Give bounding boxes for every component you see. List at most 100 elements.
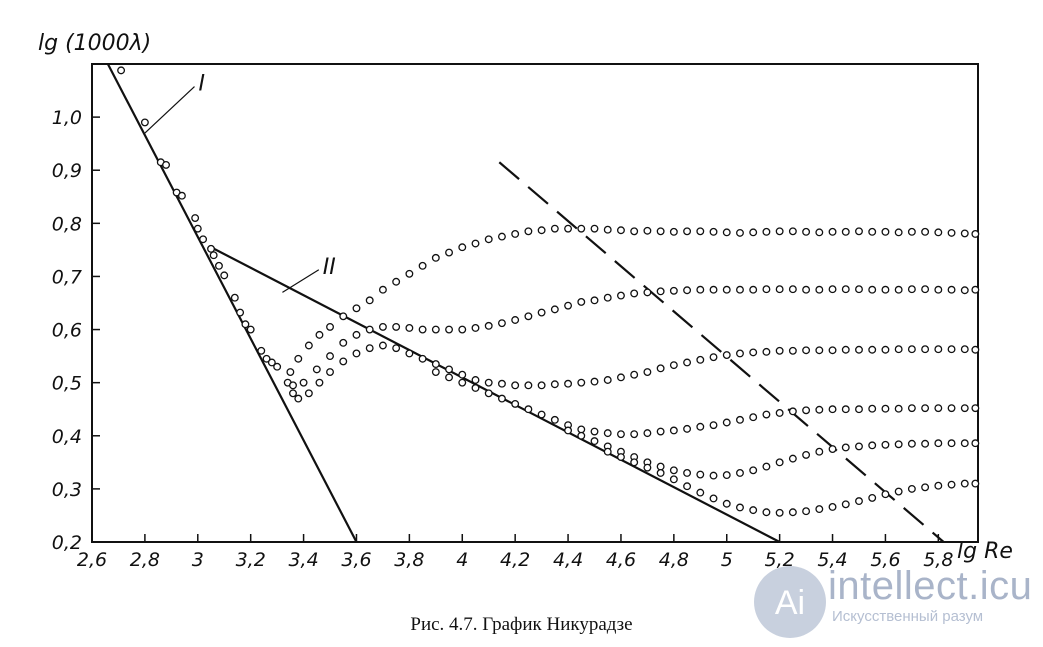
- data-point: [971, 404, 980, 413]
- data-point: [590, 437, 599, 446]
- data-point: [257, 346, 266, 355]
- data-point: [484, 378, 493, 387]
- data-point: [815, 346, 824, 355]
- data-point: [960, 345, 969, 354]
- data-point: [603, 447, 612, 456]
- data-point: [511, 399, 520, 408]
- data-point: [894, 285, 903, 294]
- data-point: [828, 445, 837, 454]
- data-point: [709, 421, 718, 430]
- data-point: [577, 224, 586, 233]
- data-point: [236, 308, 245, 317]
- data-point: [881, 345, 890, 354]
- data-point: [709, 227, 718, 236]
- data-point: [894, 440, 903, 449]
- watermark: Ai intellect.icu Искусственный разум: [752, 562, 1042, 642]
- data-point: [709, 353, 718, 362]
- data-point: [828, 285, 837, 294]
- scatter-series-6: [564, 426, 980, 480]
- leader-line: [282, 269, 320, 293]
- data-point: [246, 325, 255, 334]
- data-point: [683, 286, 692, 295]
- line-i: [106, 63, 358, 543]
- data-point: [392, 322, 401, 331]
- data-point: [828, 227, 837, 236]
- scatter-series-4: [294, 341, 980, 403]
- data-point: [960, 439, 969, 448]
- data-point: [273, 362, 282, 371]
- data-point: [418, 325, 427, 334]
- data-point: [140, 118, 149, 127]
- data-point: [431, 360, 440, 369]
- data-point: [524, 227, 533, 236]
- data-point: [828, 502, 837, 511]
- data-point: [603, 429, 612, 438]
- data-point: [868, 345, 877, 354]
- data-point: [802, 507, 811, 516]
- y-tick-label: 0,4: [52, 426, 82, 448]
- data-point: [696, 470, 705, 479]
- data-point: [267, 358, 276, 367]
- data-point: [907, 404, 916, 413]
- data-point: [669, 475, 678, 484]
- data-point: [577, 425, 586, 434]
- data-point: [617, 373, 625, 382]
- data-point: [696, 285, 705, 294]
- data-point: [960, 286, 969, 295]
- scatter-series-5: [431, 368, 980, 439]
- data-point: [630, 430, 639, 439]
- x-tick-label: 2,8: [130, 549, 160, 571]
- data-point: [294, 394, 303, 403]
- data-point: [352, 330, 361, 339]
- line-ii: [210, 246, 781, 543]
- data-point: [643, 463, 652, 472]
- data-point: [749, 228, 758, 237]
- data-point: [736, 415, 744, 424]
- data-point: [471, 384, 480, 392]
- data-point: [736, 285, 744, 294]
- data-point: [841, 443, 850, 452]
- x-tick-label: 5,8: [923, 549, 953, 571]
- data-point: [947, 285, 956, 294]
- data-point: [643, 368, 652, 376]
- data-point: [564, 379, 573, 388]
- data-point: [749, 413, 758, 422]
- data-point: [484, 321, 493, 330]
- data-point: [855, 442, 863, 451]
- nikuradse-chart: III 0,20,30,40,50,60,70,80,91,02,6 2,8 3 3,…: [38, 31, 1013, 571]
- dashed-line: [498, 161, 945, 543]
- data-point: [788, 454, 797, 463]
- data-point: [683, 469, 692, 477]
- data-point: [921, 404, 930, 413]
- data-point: [788, 285, 797, 294]
- data-point: [484, 389, 493, 398]
- data-point: [630, 227, 639, 236]
- data-point: [960, 479, 969, 488]
- y-tick-label: 0,2: [52, 532, 82, 554]
- data-point: [458, 370, 467, 379]
- data-point: [855, 227, 863, 236]
- data-point: [564, 426, 573, 435]
- data-point: [537, 410, 546, 419]
- data-point: [971, 285, 980, 294]
- watermark-tagline: Искусственный разум: [832, 608, 984, 625]
- data-point: [365, 325, 374, 334]
- data-point: [117, 66, 126, 75]
- data-point: [617, 453, 625, 461]
- data-point: [630, 289, 639, 298]
- data-point: [431, 253, 440, 262]
- watermark-brand: intellect.icu: [828, 564, 1033, 608]
- data-point: [286, 368, 295, 376]
- data-point: [207, 244, 215, 253]
- data-point: [762, 227, 771, 236]
- data-point: [590, 427, 599, 436]
- chart-ticks: 0,2 0,3 0,4 0,5 0,6 0,7 0,8 0,9 1,0 2,6 2,8 3 3,2 3,4…: [52, 107, 954, 571]
- data-point: [881, 440, 890, 449]
- data-point: [775, 458, 784, 467]
- data-point: [339, 357, 348, 366]
- data-point: [736, 228, 744, 237]
- data-point: [524, 381, 533, 390]
- data-point: [524, 405, 533, 414]
- data-point: [881, 490, 890, 499]
- data-point: [577, 297, 586, 306]
